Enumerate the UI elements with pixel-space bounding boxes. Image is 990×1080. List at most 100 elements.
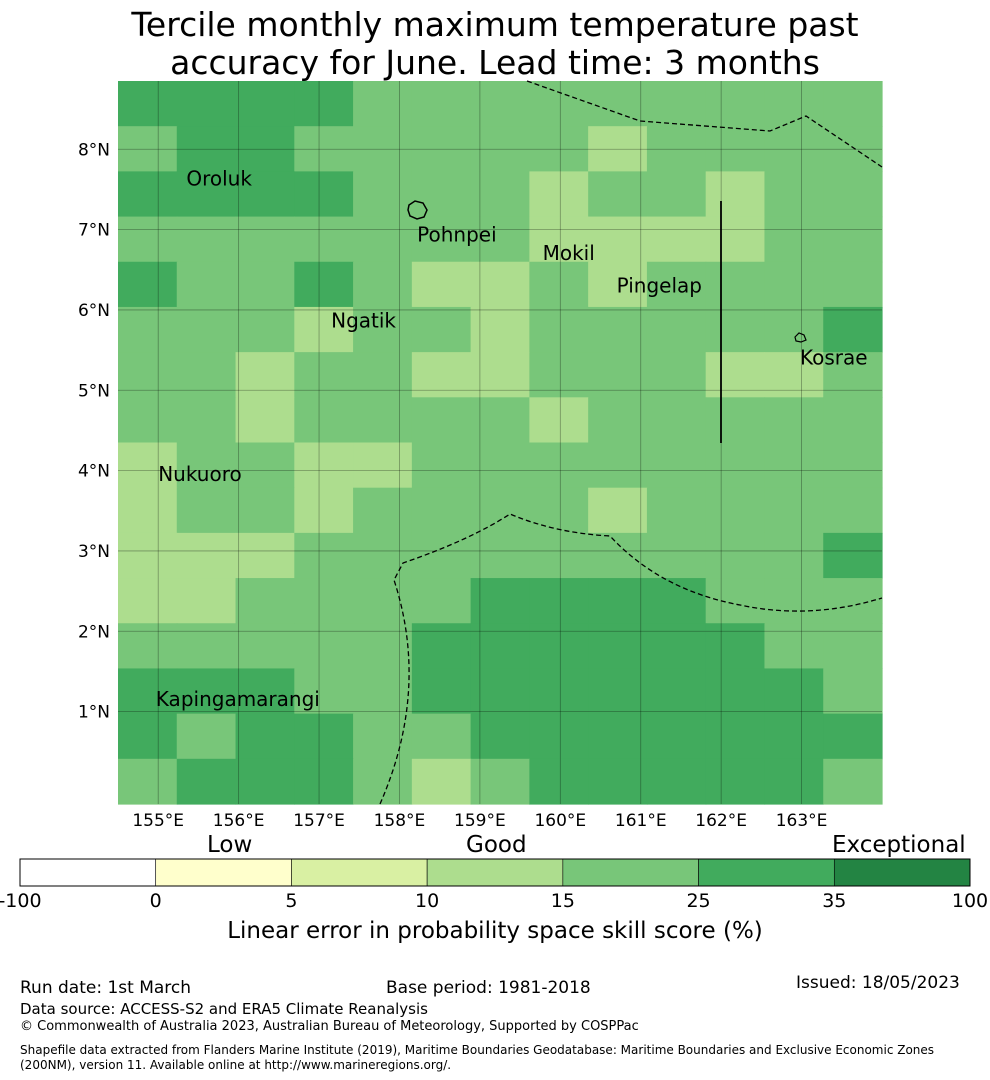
- category-exceptional-label: Exceptional: [832, 832, 966, 858]
- colorbar-swatch: [291, 858, 428, 887]
- colorbar-swatch: [698, 858, 835, 887]
- grid-cell: [588, 713, 648, 760]
- grid-cell: [529, 713, 589, 760]
- grid-cell: [823, 306, 883, 353]
- grid-cell: [646, 261, 707, 308]
- grid-cell: [176, 623, 237, 670]
- lat-tick-label: 2°N: [78, 622, 110, 642]
- grid-cell: [176, 532, 237, 579]
- grid-cell: [411, 578, 472, 624]
- kosrae-outline: [794, 332, 807, 343]
- grid-cell: [118, 306, 178, 353]
- grid-cell: [235, 352, 295, 398]
- colorbar-swatch: [19, 858, 157, 887]
- grid-cell: [705, 81, 766, 127]
- grid-cell: [705, 668, 766, 715]
- grid-cell: [411, 713, 472, 760]
- grid-cell: [705, 578, 766, 624]
- lon-tick-label: 161°E: [615, 811, 667, 831]
- grid-cell: [823, 81, 883, 127]
- run-date: Run date: 1st March: [20, 978, 192, 998]
- lon-tick-label: 156°E: [213, 811, 265, 831]
- grid-cell: [705, 397, 766, 444]
- grid-cell: [470, 171, 530, 218]
- grid-cell: [235, 758, 295, 805]
- grid-cell: [470, 487, 530, 534]
- grid-cell: [529, 668, 589, 715]
- grid-cell: [529, 352, 589, 398]
- grid-cell: [235, 487, 295, 534]
- grid-cell: [823, 216, 883, 263]
- island-outlines: [407, 200, 807, 343]
- grid-cell: [529, 442, 589, 489]
- colorbar-tick-label: 10: [415, 890, 440, 912]
- grid-cell: [235, 668, 295, 715]
- grid-cell: [294, 261, 354, 308]
- grid-cell: [588, 487, 648, 534]
- eez-boundary-north: [526, 80, 883, 168]
- grid-cell: [294, 758, 354, 805]
- lat-tick-label: 6°N: [78, 301, 110, 321]
- grid-cell: [411, 126, 472, 172]
- grid-cell: [470, 668, 530, 715]
- grid-cell: [705, 713, 766, 760]
- eez-boundary-south: [379, 513, 883, 805]
- data-source: Data source: ACCESS-S2 and ERA5 Climate …: [20, 1000, 428, 1018]
- lon-tick-label: 155°E: [132, 811, 184, 831]
- grid-cell: [646, 352, 707, 398]
- skill-map: Oroluk Pohnpei Mokil Pingelap Ngatik Kosrae Nu…: [78, 80, 883, 831]
- grid-cell: [470, 352, 530, 398]
- grid-cell: [176, 171, 237, 218]
- grid-cell: [764, 442, 824, 489]
- grid-cell: [118, 623, 178, 670]
- colorbar-tick-label: -100: [0, 890, 42, 912]
- grid-cell: [294, 532, 354, 579]
- lon-tick-label: 163°E: [776, 811, 828, 831]
- grid-cell: [705, 758, 766, 805]
- grid-cell: [646, 532, 707, 579]
- grid-cell: [705, 623, 766, 670]
- grid-cell: [176, 442, 237, 489]
- lon-tick-label: 162°E: [695, 811, 747, 831]
- grid-cell: [470, 758, 530, 805]
- grid-cell: [235, 713, 295, 760]
- grid-cell: [176, 306, 237, 353]
- title-line-1: Tercile monthly maximum temperature past: [131, 5, 859, 44]
- grid-cell: [823, 713, 883, 760]
- grid-cell: [235, 397, 295, 444]
- grid-cell: [705, 171, 766, 218]
- lon-tick-label: 160°E: [534, 811, 586, 831]
- grid-cell: [176, 81, 237, 127]
- grid-cell: [411, 758, 472, 805]
- grid-cell: [118, 352, 178, 398]
- grid-cell: [588, 216, 648, 263]
- category-low-label: Low: [207, 832, 253, 858]
- grid-cell: [588, 623, 648, 670]
- grid-cell: [646, 623, 707, 670]
- grid-cell: [176, 487, 237, 534]
- grid-cell: [353, 352, 413, 398]
- grid-cell: [588, 397, 648, 444]
- grid-cell: [470, 126, 530, 172]
- grid-cell: [823, 261, 883, 308]
- lat-tick-label: 7°N: [78, 221, 110, 241]
- island-label-kapingamarangi: Kapingamarangi: [156, 687, 320, 711]
- grid-cell: [705, 261, 766, 308]
- grid-cell: [764, 397, 824, 444]
- grid-cell: [411, 81, 472, 127]
- grid-cell: [705, 352, 766, 398]
- grid-cell: [235, 126, 295, 172]
- colorbar-tick-label: 25: [686, 890, 711, 912]
- grid-cell: [764, 713, 824, 760]
- grid-cell: [764, 261, 824, 308]
- grid-cell: [646, 126, 707, 172]
- grid-cell: [764, 81, 824, 127]
- grid-cell: [353, 306, 413, 353]
- grid-cell: [294, 397, 354, 444]
- grid-cell: [235, 306, 295, 353]
- grid-cell: [294, 306, 354, 353]
- grid-cell: [470, 578, 530, 624]
- grid-cell: [764, 352, 824, 398]
- island-labels: Oroluk Pohnpei Mokil Pingelap Ngatik Kosrae Nu…: [156, 166, 868, 711]
- grid-cell: [764, 668, 824, 715]
